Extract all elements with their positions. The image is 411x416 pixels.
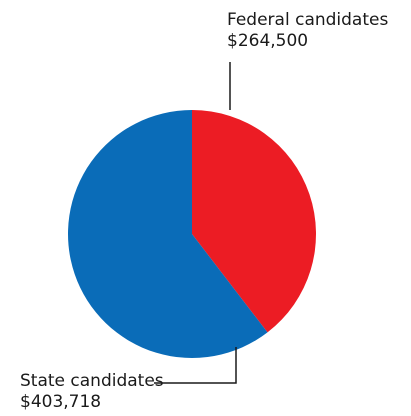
state-slice-value: $403,718 [20, 392, 102, 412]
state-leader-line [154, 347, 237, 384]
pie-slice-federal [192, 110, 316, 333]
federal-slice-label: Federal candidates $264,500 [227, 10, 388, 52]
federal-slice-name: Federal candidates [227, 10, 389, 30]
state-slice-name: State candidates [20, 371, 164, 391]
pie-slice-state [67, 110, 268, 358]
state-slice-label: State candidates $403,718 [20, 371, 164, 413]
federal-slice-value: $264,500 [227, 31, 309, 51]
